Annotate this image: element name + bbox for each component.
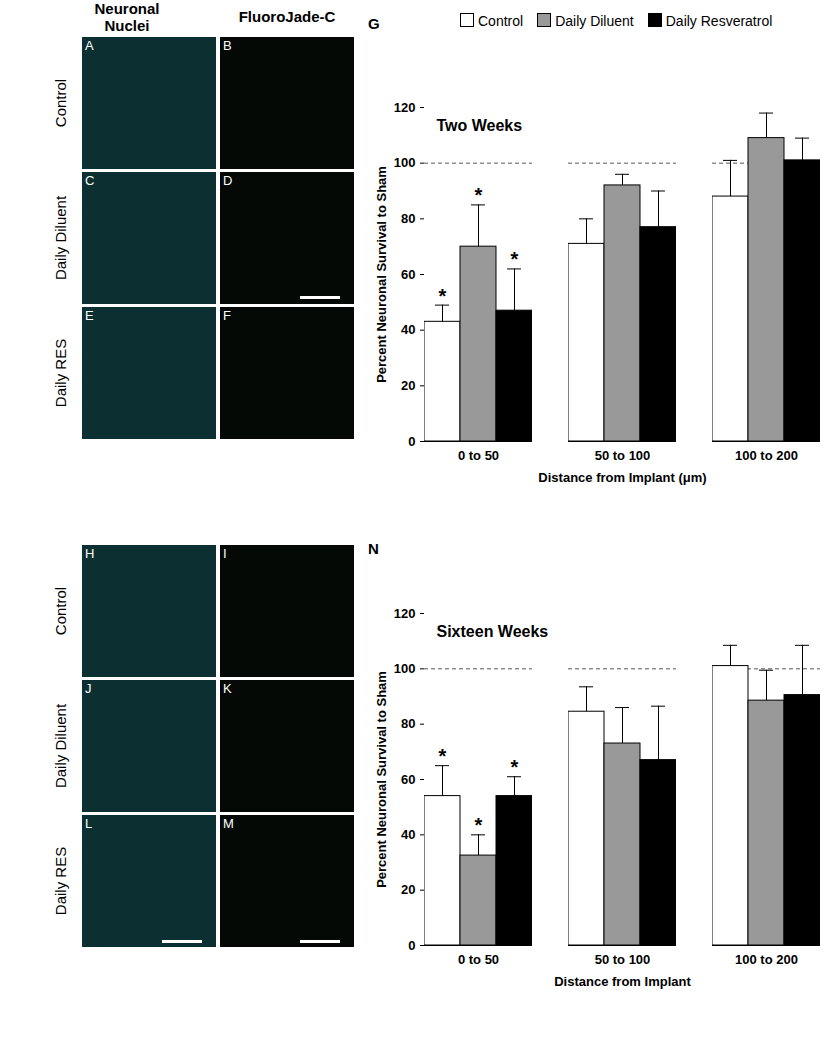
svg-text:0: 0 [408, 434, 415, 449]
html-text:Daily Resveratrol: Daily Resveratrol [665, 13, 773, 29]
html-text:Daily Diluent: Daily Diluent [52, 703, 69, 789]
svg-text:0 to 50: 0 to 50 [458, 952, 499, 967]
svg-text:80: 80 [401, 716, 415, 731]
html-text:E: E [85, 308, 94, 323]
html-text:K: K [223, 681, 232, 696]
html-text:Control: Control [52, 586, 69, 636]
html-text:F: F [223, 308, 231, 323]
svg-text:50 to 100: 50 to 100 [595, 448, 651, 463]
svg-text:100: 100 [394, 155, 416, 170]
svg-text:60: 60 [401, 772, 415, 787]
svg-text:80: 80 [401, 211, 415, 226]
html-text:M: M [223, 816, 234, 831]
svg-text:50 to 100: 50 to 100 [595, 952, 651, 967]
svg-text:*: * [439, 285, 447, 307]
svg-text:40: 40 [401, 827, 415, 842]
html-text:FluoroJade-C: FluoroJade-C [238, 8, 336, 25]
svg-text:Percent Neuronal Survival to S: Percent Neuronal Survival to Sham [374, 671, 389, 888]
svg-text:0: 0 [408, 938, 415, 953]
html-text:C: C [85, 173, 95, 188]
svg-text:*: * [439, 745, 447, 767]
html-text:N: N [368, 540, 379, 557]
svg-text:100: 100 [394, 661, 416, 676]
html-text:H: H [85, 546, 95, 561]
html-text:Daily Diluent: Daily Diluent [52, 195, 69, 281]
html-text:I: I [223, 546, 227, 561]
svg-text:0 to 50: 0 to 50 [458, 448, 499, 463]
svg-text:*: * [511, 756, 519, 778]
svg-text:40: 40 [401, 322, 415, 337]
html-text:Neuronal Nuclei: Neuronal Nuclei [94, 0, 160, 34]
svg-text:Distance from Implant: Distance from Implant [554, 974, 691, 989]
svg-text:120: 120 [394, 606, 416, 621]
svg-text:Percent Neuronal Survival to S: Percent Neuronal Survival to Sham [374, 166, 389, 383]
svg-text:120: 120 [394, 100, 416, 115]
html-text:Control: Control [478, 13, 524, 29]
html-text:Daily RES: Daily RES [52, 846, 69, 916]
svg-text:Sixteen Weeks: Sixteen Weeks [437, 623, 549, 640]
svg-text:*: * [511, 248, 519, 270]
html-text:A: A [85, 38, 94, 53]
svg-text:100 to 200: 100 to 200 [735, 952, 798, 967]
html-text:L: L [85, 816, 93, 831]
html-text:Daily Diluent: Daily Diluent [555, 13, 634, 29]
html-text:G: G [368, 15, 380, 32]
svg-text:20: 20 [401, 882, 415, 897]
svg-text:60: 60 [401, 267, 415, 282]
html-text:B: B [223, 38, 232, 53]
svg-text:100 to 200: 100 to 200 [735, 448, 798, 463]
html-text:D: D [223, 173, 233, 188]
svg-text:*: * [475, 814, 483, 836]
svg-text:*: * [475, 184, 483, 206]
svg-text:20: 20 [401, 378, 415, 393]
svg-text:Two Weeks: Two Weeks [437, 117, 523, 134]
html-text:J: J [85, 681, 92, 696]
html-text:Daily RES: Daily RES [52, 338, 69, 408]
svg-text:Distance from Implant (μm): Distance from Implant (μm) [538, 470, 706, 485]
html-text:Control: Control [52, 78, 69, 128]
